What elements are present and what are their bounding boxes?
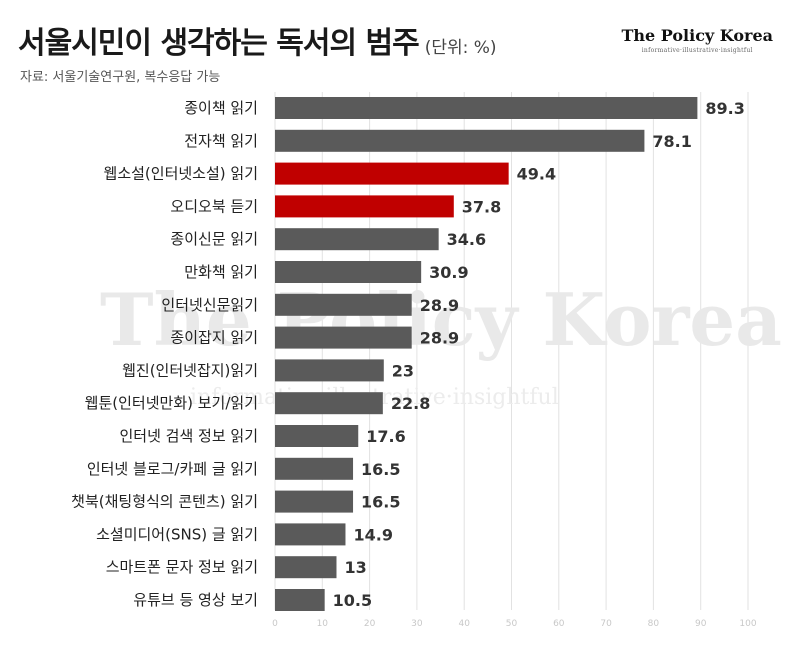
bar-15 xyxy=(275,589,325,611)
bar-11 xyxy=(275,457,354,480)
value-label-2: 49.4 xyxy=(517,165,556,184)
bar-14 xyxy=(275,556,337,579)
brand-name: The Policy Korea xyxy=(621,26,773,45)
category-label-5: 만화책 읽기 xyxy=(184,263,258,281)
bar-7 xyxy=(275,326,412,349)
category-label-4: 종이신문 읽기 xyxy=(170,230,258,248)
chart-title-text: 서울시민이 생각하는 독서의 범주 xyxy=(18,26,420,61)
category-label-1: 전자책 읽기 xyxy=(184,132,258,150)
value-label-13: 14.9 xyxy=(353,525,392,544)
category-label-9: 웹툰(인터넷만화) 보기/읽기 xyxy=(85,394,258,412)
category-label-13: 소셜미디어(SNS) 글 읽기 xyxy=(96,525,258,543)
value-label-4: 34.6 xyxy=(447,230,486,249)
tick-label-30: 30 xyxy=(411,619,423,629)
bar-13 xyxy=(275,523,346,546)
unit-label: (단위: %) xyxy=(424,38,497,58)
tick-label-60: 60 xyxy=(553,619,565,629)
value-label-15: 10.5 xyxy=(333,591,372,610)
category-label-15: 유튜브 등 영상 보기 xyxy=(133,591,258,609)
category-label-14: 스마트폰 문자 정보 읽기 xyxy=(106,558,258,576)
category-label-8: 웹진(인터넷잡지)읽기 xyxy=(122,361,258,379)
brand-tagline: informative·illustrative·insightful xyxy=(641,47,753,54)
bar-6 xyxy=(275,293,412,316)
tick-label-70: 70 xyxy=(600,619,612,629)
brand-logo: The Policy Korea informative·illustrativ… xyxy=(621,26,773,54)
bar-5 xyxy=(275,261,422,283)
value-label-1: 78.1 xyxy=(652,132,691,151)
category-label-7: 종이잡지 읽기 xyxy=(170,329,258,347)
bar-0 xyxy=(275,97,698,119)
bar-3 xyxy=(275,195,454,218)
value-label-8: 23 xyxy=(392,361,414,380)
value-label-0: 89.3 xyxy=(705,99,744,118)
category-label-0: 종이책 읽기 xyxy=(184,99,258,117)
bar-8 xyxy=(275,359,384,382)
category-label-6: 인터넷신문읽기 xyxy=(161,296,258,314)
value-label-9: 22.8 xyxy=(391,394,430,413)
tick-label-90: 90 xyxy=(695,619,707,629)
tick-label-40: 40 xyxy=(458,619,470,629)
tick-label-0: 0 xyxy=(272,619,278,629)
bar-1 xyxy=(275,129,645,152)
category-label-12: 챗북(채팅형식의 콘텐츠) 읽기 xyxy=(71,493,258,511)
tick-label-80: 80 xyxy=(648,619,660,629)
bar-9 xyxy=(275,392,383,415)
value-label-7: 28.9 xyxy=(420,329,459,348)
tick-label-100: 100 xyxy=(739,619,756,629)
tick-label-50: 50 xyxy=(506,619,518,629)
value-label-3: 37.8 xyxy=(462,197,501,216)
category-label-10: 인터넷 검색 정보 읽기 xyxy=(119,427,258,445)
value-label-6: 28.9 xyxy=(420,296,459,315)
value-label-11: 16.5 xyxy=(361,460,400,479)
bar-10 xyxy=(275,425,359,447)
x-axis-ticks: 0 10 20 30 40 50 60 70 80 90 100 xyxy=(272,619,757,629)
value-labels: 89.3 78.1 49.4 37.8 34.6 30.9 28.9 28.9 23 22.8 17… xyxy=(333,99,745,610)
category-label-2: 웹소설(인터넷소설) 읽기 xyxy=(104,165,258,183)
bar-12 xyxy=(275,490,354,513)
category-label-11: 인터넷 블로그/카페 글 읽기 xyxy=(87,460,258,478)
bar-4 xyxy=(275,228,439,251)
value-label-14: 13 xyxy=(344,558,366,577)
watermark-name: The Policy Korea xyxy=(100,277,782,362)
bars xyxy=(275,97,698,611)
value-label-12: 16.5 xyxy=(361,493,400,512)
source-note: 자료: 서울기술연구원, 복수응답 가능 xyxy=(20,70,221,85)
category-label-3: 오디오북 듣기 xyxy=(170,197,258,215)
value-label-5: 30.9 xyxy=(429,263,468,282)
tick-label-10: 10 xyxy=(317,619,329,629)
watermark: The Policy Korea informative·illustrativ… xyxy=(100,277,782,410)
chart-title: 서울시민이 생각하는 독서의 범주 (단위: %) xyxy=(18,18,497,62)
value-label-10: 17.6 xyxy=(366,427,405,446)
bar-2 xyxy=(275,162,509,185)
tick-label-20: 20 xyxy=(364,619,376,629)
